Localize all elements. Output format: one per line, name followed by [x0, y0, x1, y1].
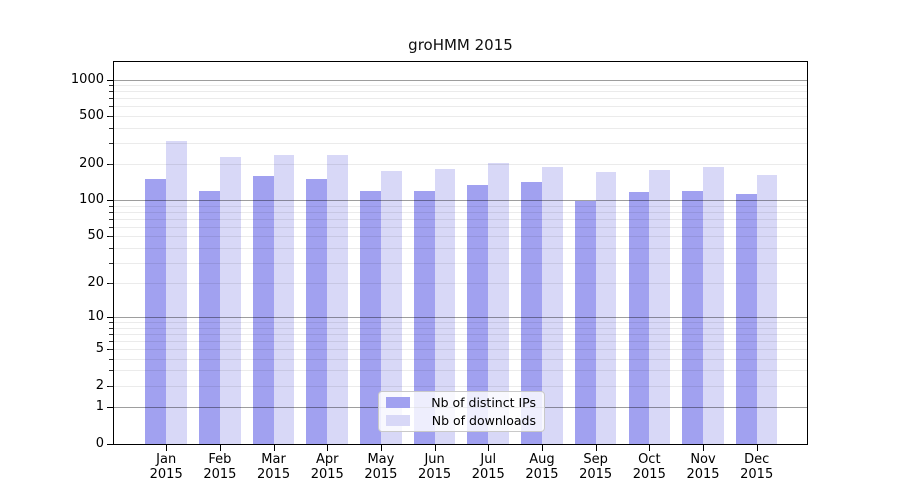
x-tick-month: Jun — [424, 452, 445, 467]
legend: Nb of distinct IPs Nb of downloads — [378, 391, 545, 432]
x-tick-year: 2015 — [418, 467, 452, 482]
x-tick-label-apr-2015: Apr 2015 — [295, 452, 359, 482]
y-minortick-80 — [109, 212, 113, 213]
x-tick-label-jun-2015: Jun 2015 — [403, 452, 467, 482]
x-tick-year: 2015 — [471, 467, 505, 482]
legend-item-distinct-ips: Nb of distinct IPs — [386, 395, 536, 410]
y-minortick-700 — [109, 98, 113, 100]
x-tick-month: Jan — [156, 452, 177, 467]
y-minortick-6 — [109, 340, 113, 342]
x-tick-apr-2015 — [327, 445, 329, 451]
y-minortick-40 — [109, 247, 113, 249]
y-tick-label-5: 5 — [95, 341, 104, 357]
y-minortick-2 — [109, 385, 113, 387]
x-tick-label-aug-2015: Aug 2015 — [510, 452, 574, 482]
x-tick-month: Mar — [261, 452, 286, 467]
x-tick-month: Apr — [315, 452, 339, 467]
x-tick-aug-2015 — [541, 445, 543, 451]
y-tick-label-10: 10 — [87, 309, 104, 325]
x-tick-year: 2015 — [257, 467, 291, 482]
x-tick-label-oct-2015: Oct 2015 — [617, 452, 681, 482]
x-tick-year: 2015 — [364, 467, 398, 482]
x-tick-year: 2015 — [686, 467, 720, 482]
y-tick-label-20: 20 — [87, 275, 104, 291]
x-tick-year: 2015 — [632, 467, 666, 482]
x-tick-jul-2015 — [488, 445, 490, 451]
x-tick-label-jul-2015: Jul 2015 — [456, 452, 520, 482]
y-tick-10 — [107, 317, 113, 319]
legend-label-distinct-ips: Nb of distinct IPs — [431, 395, 536, 410]
x-tick-label-nov-2015: Nov 2015 — [671, 452, 735, 482]
x-tick-year: 2015 — [525, 467, 559, 482]
y-minortick-5 — [109, 349, 113, 351]
x-tick-month: Jul — [480, 452, 497, 467]
y-minortick-7 — [109, 333, 113, 335]
y-minortick-50 — [109, 236, 113, 238]
y-tick-label-0: 0 — [95, 435, 104, 451]
y-tick-label-50: 50 — [87, 228, 104, 244]
x-tick-month: Feb — [208, 452, 232, 467]
x-tick-dec-2015 — [756, 445, 758, 451]
x-tick-mar-2015 — [273, 445, 275, 451]
y-tick-label-500: 500 — [79, 108, 104, 123]
x-tick-year: 2015 — [203, 467, 237, 482]
y-minortick-9 — [109, 322, 113, 324]
x-tick-month: Aug — [529, 452, 555, 467]
x-tick-may-2015 — [380, 445, 382, 451]
chart-title: groHMM 2015 — [408, 36, 513, 54]
y-tick-0 — [107, 443, 113, 445]
x-tick-year: 2015 — [740, 467, 774, 482]
x-tick-jan-2015 — [166, 445, 168, 451]
legend-item-downloads: Nb of downloads — [386, 413, 536, 428]
x-tick-feb-2015 — [219, 445, 221, 451]
x-tick-label-may-2015: May 2015 — [349, 452, 413, 482]
x-tick-label-feb-2015: Feb 2015 — [188, 452, 252, 482]
x-tick-year: 2015 — [149, 467, 183, 482]
y-tick-label-100: 100 — [79, 192, 104, 208]
y-minortick-900 — [109, 85, 113, 87]
y-minortick-90 — [109, 205, 113, 207]
y-minortick-300 — [109, 142, 113, 144]
x-tick-month: May — [367, 452, 395, 467]
y-tick-100 — [107, 200, 113, 202]
x-tick-label-mar-2015: Mar 2015 — [242, 452, 306, 482]
y-tick-label-1: 1 — [95, 398, 104, 414]
y-tick-label-1000: 1000 — [70, 71, 104, 87]
x-tick-year: 2015 — [310, 467, 344, 482]
x-tick-label-sep-2015: Sep 2015 — [564, 452, 628, 482]
x-tick-month: Nov — [690, 452, 716, 467]
legend-swatch-distinct-ips — [386, 397, 410, 408]
y-minortick-200 — [109, 164, 113, 166]
y-tick-1 — [107, 406, 113, 408]
x-tick-month: Oct — [638, 452, 661, 467]
y-minortick-600 — [109, 106, 113, 108]
x-tick-month: Sep — [583, 452, 608, 467]
y-minortick-400 — [109, 127, 113, 129]
x-tick-oct-2015 — [649, 445, 651, 451]
x-tick-nov-2015 — [703, 445, 704, 451]
y-minortick-500 — [109, 116, 113, 117]
x-tick-year: 2015 — [579, 467, 613, 482]
legend-swatch-downloads — [386, 415, 410, 426]
y-minortick-8 — [109, 327, 113, 329]
x-tick-sep-2015 — [595, 445, 597, 451]
y-minortick-3 — [109, 370, 113, 372]
x-tick-label-jan-2015: Jan 2015 — [134, 452, 198, 482]
y-minortick-30 — [109, 262, 113, 264]
y-minortick-70 — [109, 218, 113, 220]
y-minortick-800 — [109, 91, 113, 93]
y-minortick-60 — [109, 226, 113, 228]
y-tick-label-200: 200 — [79, 156, 104, 172]
y-tick-1000 — [107, 79, 113, 81]
y-minortick-4 — [109, 358, 113, 360]
legend-label-downloads: Nb of downloads — [431, 413, 536, 428]
y-tick-label-2: 2 — [95, 377, 104, 393]
y-minortick-20 — [109, 283, 113, 285]
x-tick-month: Dec — [744, 452, 770, 467]
x-tick-label-dec-2015: Dec 2015 — [725, 452, 789, 482]
x-tick-jun-2015 — [434, 445, 436, 451]
